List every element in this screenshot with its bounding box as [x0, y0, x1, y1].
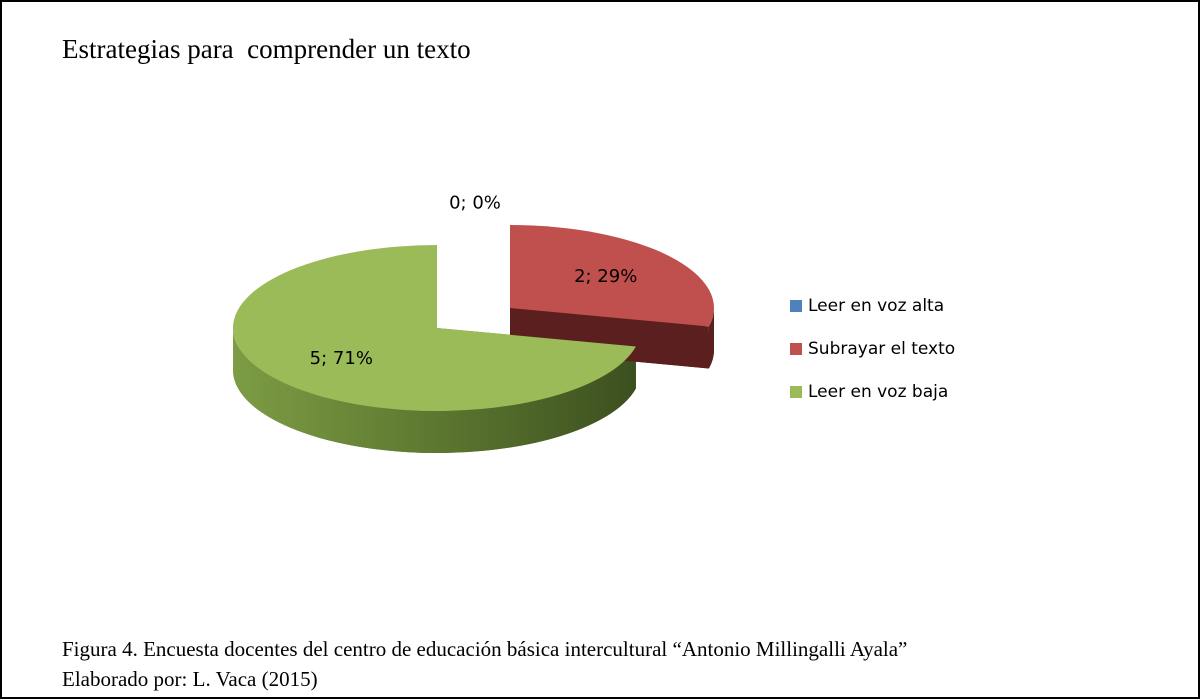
slice-side [233, 328, 636, 454]
data-label: 5; 71% [310, 348, 373, 369]
slice [510, 225, 715, 327]
legend-swatch [790, 300, 802, 312]
data-label: 0; 0% [449, 193, 501, 214]
caption: Figura 4. Encuesta docentes del centro d… [62, 637, 907, 661]
chart-title: Estrategias para comprender un texto [62, 34, 471, 64]
legend-label: Leer en voz baja [808, 382, 948, 402]
data-label: 2; 29% [574, 266, 637, 287]
legend-swatch [790, 386, 802, 398]
legend-label: Subrayar el texto [808, 339, 955, 359]
slice [233, 245, 636, 411]
legend-swatch [790, 343, 802, 355]
legend-label: Leer en voz alta [808, 296, 944, 316]
caption: Elaborado por: L. Vaca (2015) [62, 667, 318, 691]
slice-side [708, 308, 714, 369]
